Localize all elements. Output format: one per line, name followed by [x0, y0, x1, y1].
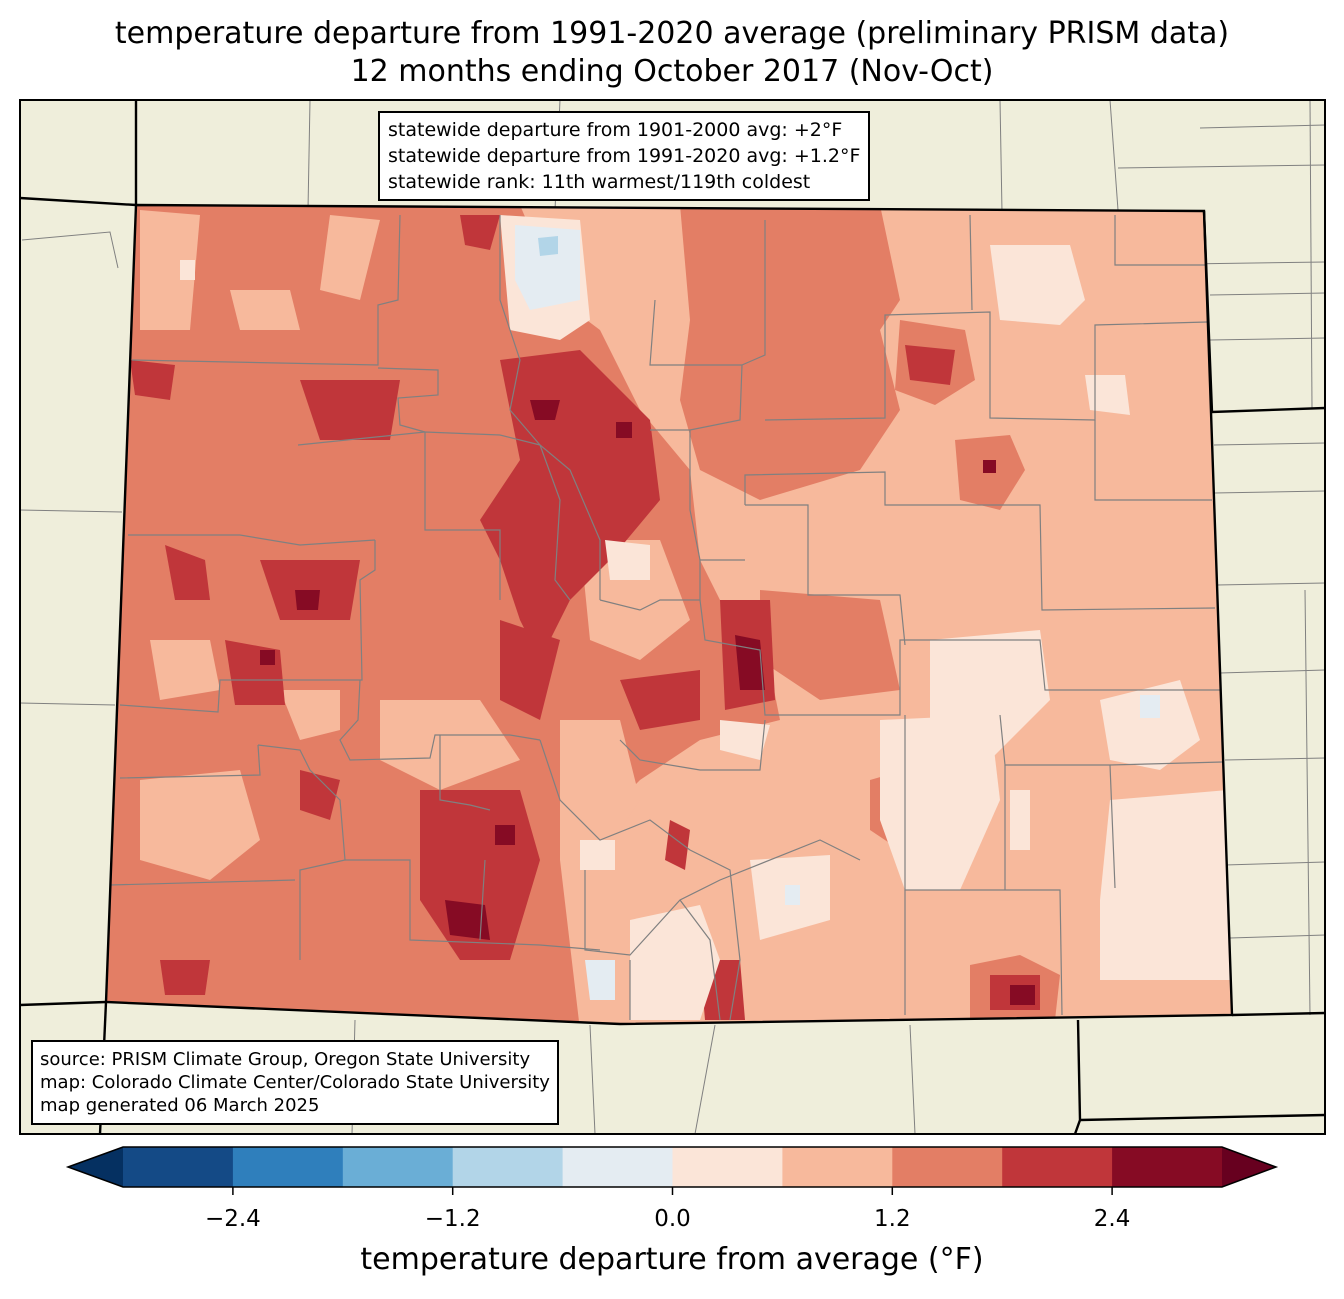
colorbar-segment: [892, 1147, 1003, 1187]
colorbar-segment: [782, 1147, 893, 1187]
colorbar-segment: [452, 1147, 564, 1187]
colorbar-segment: [123, 1147, 234, 1187]
source-line-map: map: Colorado Climate Center/Colorado St…: [40, 1072, 550, 1093]
state-borders: [19, 100, 1326, 1135]
stats-line-rank: statewide rank: 11th warmest/119th colde…: [388, 171, 811, 193]
map-title-line2: 12 months ending October 2017 (Nov-Oct): [350, 54, 994, 89]
colorbar-segment: [1112, 1147, 1223, 1187]
map-title-line1: temperature departure from 1991-2020 ave…: [114, 16, 1230, 51]
colorbar-segment: [232, 1147, 344, 1187]
stats-line-1901-2000: statewide departure from 1901-2000 avg: …: [388, 119, 843, 141]
source-line-generated: map generated 06 March 2025: [40, 1095, 320, 1116]
colorbar-segment: [1002, 1147, 1113, 1187]
map-frame: [19, 99, 1326, 1135]
stats-line-1991-2020: statewide departure from 1991-2020 avg: …: [388, 145, 861, 167]
source-line-prism: source: PRISM Climate Group, Oregon Stat…: [40, 1049, 531, 1070]
colorbar-tick-label: 1.2: [874, 1206, 911, 1232]
colorbar: [65, 1146, 1279, 1195]
colorbar-tick-label: −2.4: [204, 1206, 261, 1232]
temperature-contours: [106, 205, 1232, 1024]
colorbar-segment: [562, 1147, 673, 1187]
colorbar-outline: [65, 1146, 1279, 1188]
colorbar-extend-low: [68, 1147, 123, 1187]
colorbar-label: temperature departure from average (°F): [360, 1242, 984, 1277]
colorbar-segment: [672, 1147, 783, 1187]
colorbar-extend-high: [1222, 1147, 1276, 1187]
colorado-county-lines: [109, 214, 1223, 1021]
colorbar-tick-label: 2.4: [1093, 1206, 1131, 1232]
statewide-stats-box: statewide departure from 1901-2000 avg: …: [378, 111, 871, 201]
colorbar-tick-label: −1.2: [424, 1206, 481, 1232]
colorbar-tick-label: 0.0: [654, 1206, 691, 1232]
source-box: source: PRISM Climate Group, Oregon Stat…: [31, 1040, 559, 1125]
colorbar-segment: [342, 1147, 454, 1187]
